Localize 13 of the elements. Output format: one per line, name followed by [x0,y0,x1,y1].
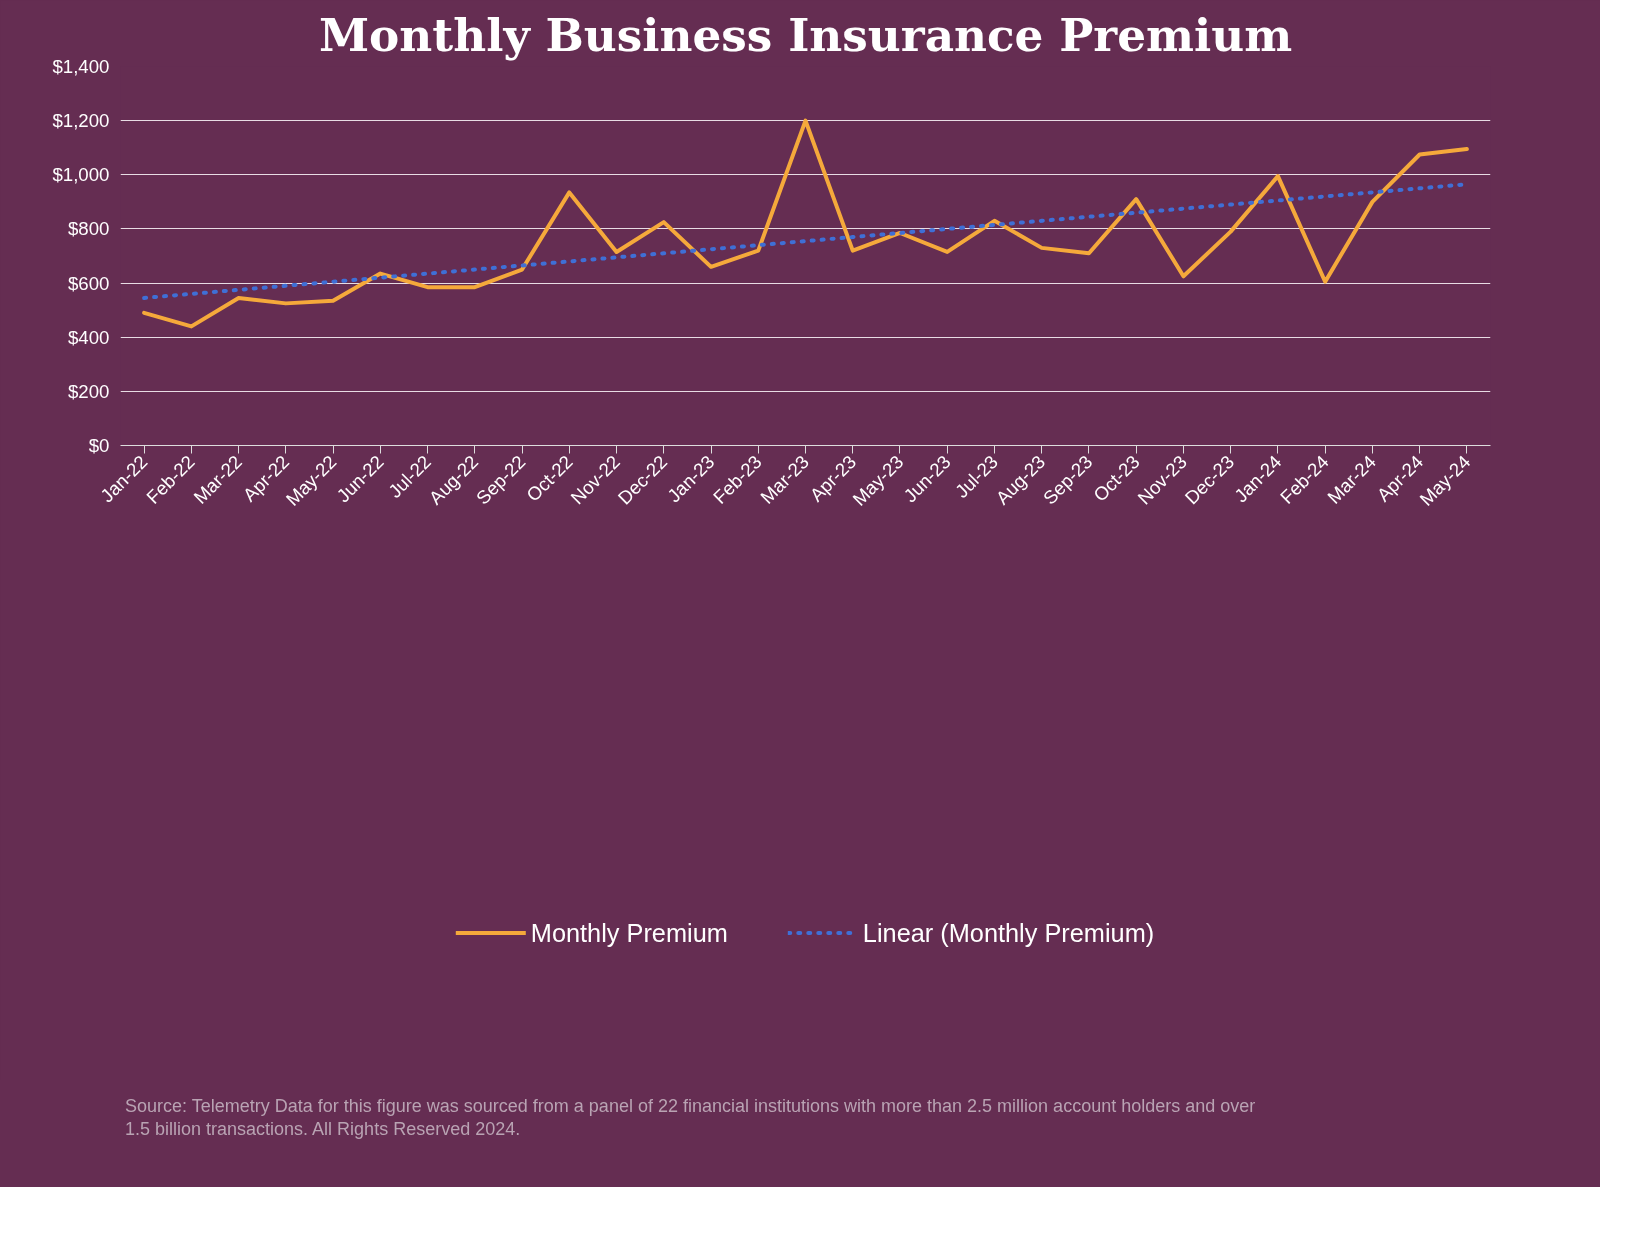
y-tick-label: $1,000 [52,164,110,186]
line-series [142,118,1469,329]
chart-title: Monthly Business Insurance Premium [318,7,1293,62]
legend-label: Monthly Premium [530,918,728,948]
y-tick-label: $1,400 [52,56,110,77]
legend-label: Linear (Monthly Premium) [862,918,1155,948]
y-tick-label: $0 [88,435,110,456]
y-tick-label: $1,200 [52,110,110,132]
y-tick-label: $600 [68,272,110,294]
source-note: Source: Telemetry Data for this figure was sourced from a panel of 22 financial institutions with more than 2.5 million account holders and over 1.5 billion transactions. All Rights Reserved 2024. [125,1095,1257,1142]
y-tick-label: $400 [68,326,110,348]
y-tick-label: $800 [68,218,110,240]
y-tick-label: $200 [68,380,110,402]
